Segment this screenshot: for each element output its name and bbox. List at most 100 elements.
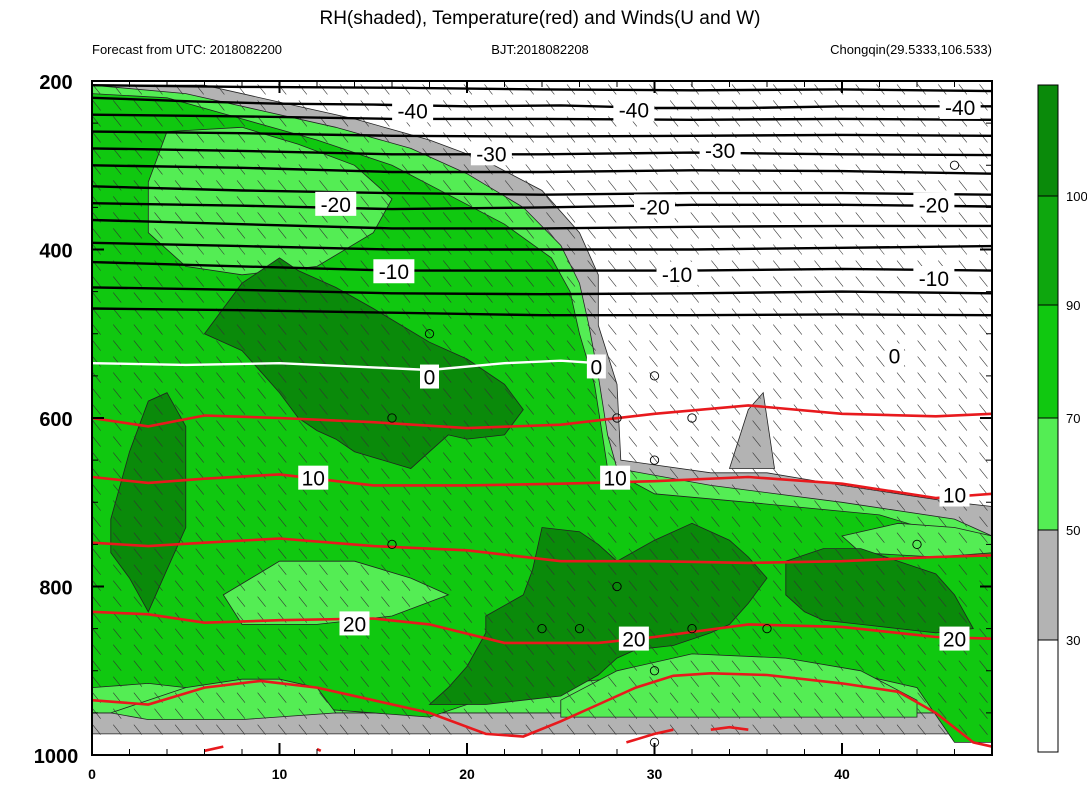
wind-barb <box>154 276 163 287</box>
wind-barb <box>401 564 411 575</box>
wind-barb <box>855 708 864 719</box>
wind-barb <box>793 644 803 655</box>
wind-barb <box>195 404 204 415</box>
wind-barb <box>814 500 823 511</box>
wind-barb <box>133 548 143 559</box>
wind-barb <box>814 100 823 111</box>
wind-barb <box>504 500 514 511</box>
wind-barb <box>690 324 699 335</box>
wind-barb <box>278 660 287 671</box>
wind-barb <box>608 324 617 335</box>
wind-barb <box>319 628 328 639</box>
wind-barb <box>360 516 369 527</box>
wind-barb <box>649 452 658 463</box>
wind-barb <box>979 596 988 607</box>
wind-barb <box>752 372 761 383</box>
wind-barb <box>608 132 617 143</box>
wind-barb <box>876 468 885 479</box>
wind-barb <box>113 100 122 111</box>
wind-barb <box>752 516 761 527</box>
wind-barb <box>752 452 761 463</box>
wind-barb <box>855 692 864 703</box>
wind-barb <box>979 180 988 191</box>
wind-barb <box>401 212 411 223</box>
wind-barb <box>92 356 101 367</box>
wind-barb <box>773 340 782 351</box>
wind-barb <box>979 436 988 447</box>
wind-barb <box>401 228 411 239</box>
wind-barb <box>257 596 266 607</box>
wind-barb <box>133 724 143 735</box>
wind-barb <box>113 580 122 591</box>
wind-barb <box>876 180 885 191</box>
wind-barb <box>938 324 947 335</box>
wind-barb <box>979 532 988 543</box>
wind-barb <box>649 436 658 447</box>
wind-barb <box>979 724 988 735</box>
wind-barb <box>938 564 947 575</box>
wind-barb <box>504 356 514 367</box>
x-tick-label: 10 <box>272 766 288 782</box>
wind-barb <box>649 660 658 671</box>
wind-barb <box>896 388 906 399</box>
wind-barb <box>174 692 184 703</box>
wind-barb <box>278 196 287 207</box>
wind-barb <box>484 324 493 335</box>
wind-barb <box>731 452 741 463</box>
wind-barb <box>401 500 411 511</box>
wind-barb <box>690 116 699 127</box>
wind-barb <box>566 468 576 479</box>
wind-barb <box>834 212 844 223</box>
wind-barb <box>463 660 473 671</box>
wind-barb <box>628 180 638 191</box>
wind-barb <box>793 516 803 527</box>
wind-barb <box>504 708 514 719</box>
wind-barb <box>690 308 699 319</box>
wind-barb <box>298 452 308 463</box>
wind-barb <box>814 452 823 463</box>
wind-barb <box>773 388 782 399</box>
wind-barb <box>793 500 803 511</box>
contour-label-box <box>298 465 329 490</box>
wind-barb <box>360 292 369 303</box>
wind-barb <box>443 596 452 607</box>
wind-barb <box>834 420 844 431</box>
wind-barb <box>896 564 906 575</box>
wind-barb <box>669 708 679 719</box>
wind-barb <box>814 388 823 399</box>
wind-barb <box>236 548 246 559</box>
wind-barb <box>793 580 803 591</box>
wind-barb <box>174 436 184 447</box>
calm-wind-marker <box>912 539 922 550</box>
wind-barb <box>855 212 864 223</box>
wind-barb <box>525 324 534 335</box>
wind-barb <box>814 596 823 607</box>
wind-barb <box>587 596 596 607</box>
wind-barb <box>917 500 926 511</box>
wind-barb <box>278 372 287 383</box>
wind-barb <box>298 436 308 447</box>
wind-barb <box>917 292 926 303</box>
wind-barb <box>814 612 823 623</box>
wind-barb <box>855 724 864 735</box>
wind-barb <box>319 436 328 447</box>
wind-barb <box>422 132 431 143</box>
contour-label: -20 <box>919 195 949 218</box>
wind-barb <box>546 628 555 639</box>
wind-barb <box>855 564 864 575</box>
wind-barb <box>855 324 864 335</box>
wind-barb <box>92 148 101 159</box>
wind-barb <box>463 564 473 575</box>
wind-barb <box>731 676 741 687</box>
wind-barb <box>174 244 184 255</box>
wind-barb <box>443 612 452 623</box>
wind-barb <box>257 548 266 559</box>
wind-barb <box>917 132 926 143</box>
wind-barb <box>855 292 864 303</box>
wind-barb <box>587 548 596 559</box>
wind-barb <box>917 388 926 399</box>
wind-barb <box>546 644 555 655</box>
wind-barb <box>876 420 885 431</box>
wind-barb <box>525 692 534 703</box>
